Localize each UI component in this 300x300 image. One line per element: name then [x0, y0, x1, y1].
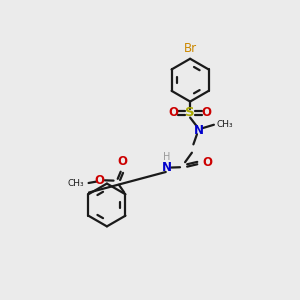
Text: O: O	[202, 106, 212, 119]
Text: O: O	[95, 174, 105, 187]
Text: O: O	[202, 156, 212, 169]
Text: O: O	[169, 106, 178, 119]
Text: H: H	[163, 152, 170, 163]
Text: S: S	[185, 106, 195, 119]
Text: Br: Br	[184, 42, 197, 55]
Text: CH₃: CH₃	[68, 179, 84, 188]
Text: N: N	[194, 124, 203, 136]
Text: CH₃: CH₃	[217, 120, 233, 129]
Text: O: O	[118, 154, 128, 167]
Text: N: N	[162, 161, 172, 174]
